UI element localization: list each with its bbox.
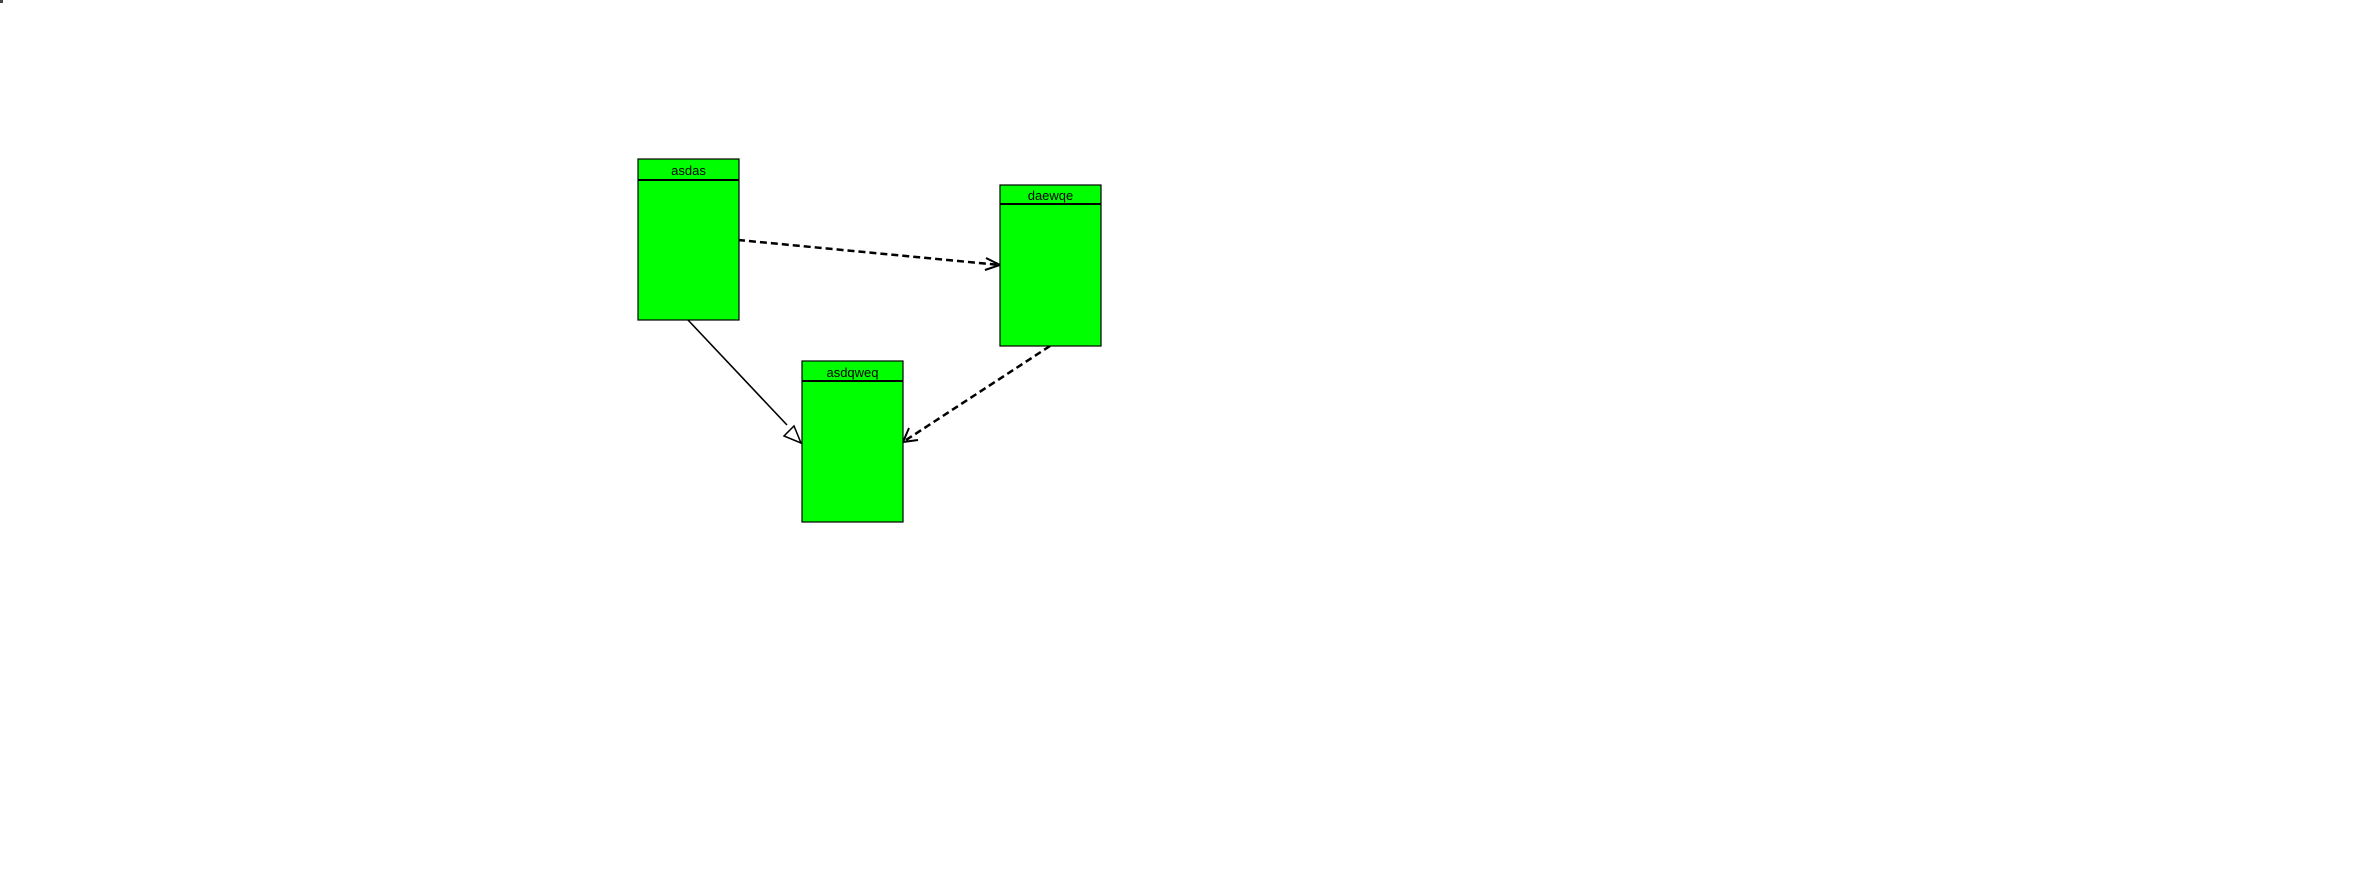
relations	[687, 238, 1051, 445]
class-title-asdqweq: asdqweq	[826, 365, 878, 380]
relation-daewqe-asdqweq[interactable]	[901, 344, 1051, 444]
class-box-asdqweq[interactable]: asdqweq	[801, 360, 904, 523]
class-title-daewqe: daewqe	[1028, 188, 1074, 203]
relation-asdas-asdqweq[interactable]	[687, 319, 803, 445]
class-title-asdas: asdas	[671, 163, 706, 178]
corner-mark	[0, 0, 3, 3]
class-box-asdas[interactable]: asdas	[637, 158, 740, 321]
relation-asdas-daewqe[interactable]	[737, 238, 1003, 271]
class-box-daewqe[interactable]: daewqe	[999, 184, 1102, 347]
